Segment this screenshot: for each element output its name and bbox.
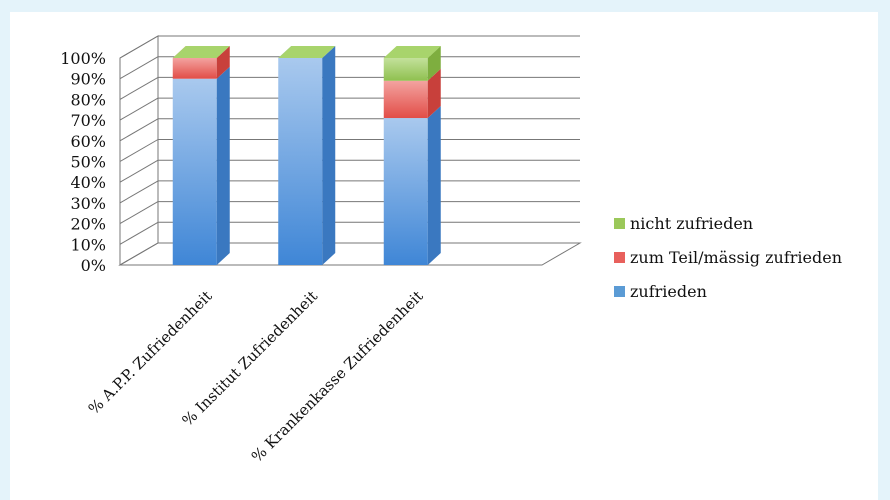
gridline-diagonal <box>119 35 159 59</box>
bar-segment <box>383 106 441 265</box>
y-tick-label: 20% <box>70 215 106 234</box>
bar-cap <box>278 46 336 58</box>
gridline-diagonal <box>119 221 159 245</box>
y-tick-label: 10% <box>70 235 106 254</box>
y-tick-label: 90% <box>70 70 106 89</box>
legend-label: nicht zufrieden <box>630 214 753 233</box>
bar-segment <box>383 46 441 81</box>
bar-segment <box>383 68 441 119</box>
stacked-bar-chart: 0% 10%20% 30% 40%50% 60% 70% 80%90% 100% % A.P.… <box>60 35 842 466</box>
y-axis-ticks: 0% 10%20% 30% 40%50% 60% 70% 80%90% 100% <box>60 49 106 275</box>
gridline-diagonal <box>119 242 159 266</box>
legend-item: nicht zufrieden <box>614 214 753 233</box>
bar-segment <box>172 66 230 265</box>
y-tick-label: 50% <box>70 153 106 172</box>
legend-item: zufrieden <box>614 282 707 301</box>
y-tick-label: 0% <box>81 256 106 275</box>
legend-swatch <box>614 218 625 229</box>
bar-cap <box>383 46 441 58</box>
y-tick-label: 70% <box>70 111 106 130</box>
gridline-diagonal <box>119 159 159 183</box>
bars <box>172 46 441 265</box>
y-tick-label: 60% <box>70 132 106 151</box>
gridline-diagonal <box>119 201 159 225</box>
bar-segment <box>278 46 336 265</box>
gridline-diagonal <box>119 180 159 204</box>
x-axis-labels: % A.P.P. Zufriedenheit% Institut Zufried… <box>85 287 427 466</box>
gridline-diagonal <box>119 56 159 80</box>
y-tick-label: 100% <box>60 49 106 68</box>
y-tick-label: 30% <box>70 194 106 213</box>
chart-panel: 0% 10% 20% 30% 40% 50% 60% 70% 80% 90% 100% % A.P.… <box>10 12 878 500</box>
bar-cap <box>172 46 230 58</box>
bar-segment <box>172 46 230 79</box>
legend-swatch <box>614 252 625 263</box>
gridline-diagonal <box>119 97 159 121</box>
gridline-diagonal <box>119 118 159 142</box>
y-tick-label: 80% <box>70 90 106 109</box>
y-tick-label: 40% <box>70 173 106 192</box>
gridline-diagonal <box>119 76 159 100</box>
legend-label: zufrieden <box>630 282 707 301</box>
legend-label: zum Teil/mässig zufrieden <box>630 248 842 267</box>
x-category-label: % Krankenkasse Zufriedenheit <box>248 287 427 466</box>
legend-swatch <box>614 286 625 297</box>
legend: nicht zufrieden zum Teil/mässig zufrieden… <box>614 214 842 301</box>
gridline-diagonal <box>119 139 159 162</box>
legend-item: zum Teil/mässig zufrieden <box>614 248 842 267</box>
